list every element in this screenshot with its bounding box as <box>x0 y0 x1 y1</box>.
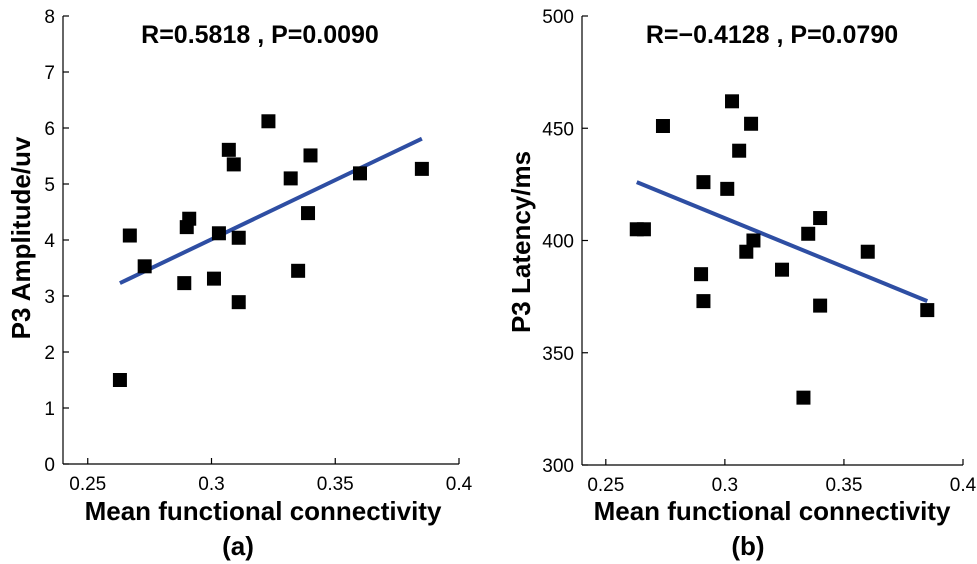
data-point <box>696 175 711 190</box>
data-point <box>744 116 759 131</box>
y-tick-label: 300 <box>542 456 574 477</box>
y-tick-label: 8 <box>44 7 55 28</box>
data-point <box>226 157 241 172</box>
data-point <box>301 206 316 221</box>
data-point <box>137 259 152 274</box>
data-point <box>206 271 221 286</box>
y-tick-label: 1 <box>44 399 55 420</box>
y-tick-label: 0 <box>44 455 55 476</box>
x-axis-label: Mean functional connectivity <box>85 496 442 526</box>
y-tick-label: 500 <box>542 7 574 28</box>
data-point <box>720 181 735 196</box>
x-tick-label: 0.3 <box>198 474 224 495</box>
y-tick-label: 450 <box>542 119 574 140</box>
data-point <box>283 171 298 186</box>
data-point <box>732 143 747 158</box>
data-point <box>353 166 367 181</box>
data-point <box>231 295 246 310</box>
y-tick-label: 2 <box>44 343 55 364</box>
data-point <box>739 244 754 259</box>
regression-line <box>119 136 423 285</box>
panel-label: (b) <box>731 531 764 561</box>
data-point <box>182 211 197 226</box>
panel-label: (a) <box>222 531 254 561</box>
data-point <box>636 222 651 237</box>
data-point <box>221 142 236 157</box>
data-point <box>211 226 226 241</box>
data-point <box>261 114 276 129</box>
chart-panel-a: R=0.5818 , P=0.0090 0 1 2 3 4 5 6 7 8 0.25 0.3 0.35… <box>6 7 473 561</box>
data-point <box>775 262 790 277</box>
y-tick-label: 7 <box>44 63 55 84</box>
y-tick-label: 400 <box>542 232 574 253</box>
x-axis-label: Mean functional connectivity <box>594 496 951 526</box>
data-point <box>177 276 192 291</box>
data-point <box>694 267 709 282</box>
data-point <box>746 233 761 248</box>
data-point <box>303 148 318 163</box>
x-tick-label: 0.3 <box>712 475 738 496</box>
y-axis-label: P3 Amplitude/uv <box>6 136 36 339</box>
data-point <box>796 390 811 405</box>
data-point <box>860 244 875 259</box>
x-tick-label: 0.25 <box>587 475 624 496</box>
x-tick-label: 0.4 <box>446 474 473 495</box>
data-point <box>112 373 127 387</box>
chart-panel-b: R=−0.4128 , P=0.0790 300 350 400 450 500 0.25… <box>506 7 977 561</box>
plot-area: 0 1 2 3 4 5 6 7 8 0.25 0.3 0.35 0.4 <box>44 7 472 495</box>
data-point <box>122 228 137 243</box>
data-point <box>920 303 935 318</box>
data-point <box>696 294 711 309</box>
regression-line <box>636 180 929 303</box>
y-axis-label: P3 Latency/ms <box>506 151 536 333</box>
data-point <box>801 226 816 241</box>
data-point <box>813 298 828 313</box>
x-tick-label: 0.35 <box>825 475 862 496</box>
data-point <box>414 161 429 176</box>
x-tick-label: 0.4 <box>950 475 977 496</box>
x-tick-label: 0.25 <box>69 474 106 495</box>
x-tick-label: 0.35 <box>317 474 354 495</box>
data-point <box>725 94 740 109</box>
y-tick-label: 3 <box>44 287 55 308</box>
data-point <box>231 230 246 245</box>
chart-title: R=0.5818 , P=0.0090 <box>141 21 379 49</box>
data-point <box>655 119 670 134</box>
y-tick-label: 6 <box>44 119 55 140</box>
y-tick-label: 350 <box>542 344 574 365</box>
y-tick-label: 4 <box>44 231 55 252</box>
plot-area: 300 350 400 450 500 0.25 0.3 0.35 0.4 <box>542 7 976 496</box>
data-point <box>813 211 828 226</box>
data-point <box>291 263 306 278</box>
chart-title: R=−0.4128 , P=0.0790 <box>646 21 898 49</box>
y-tick-label: 5 <box>44 175 55 196</box>
